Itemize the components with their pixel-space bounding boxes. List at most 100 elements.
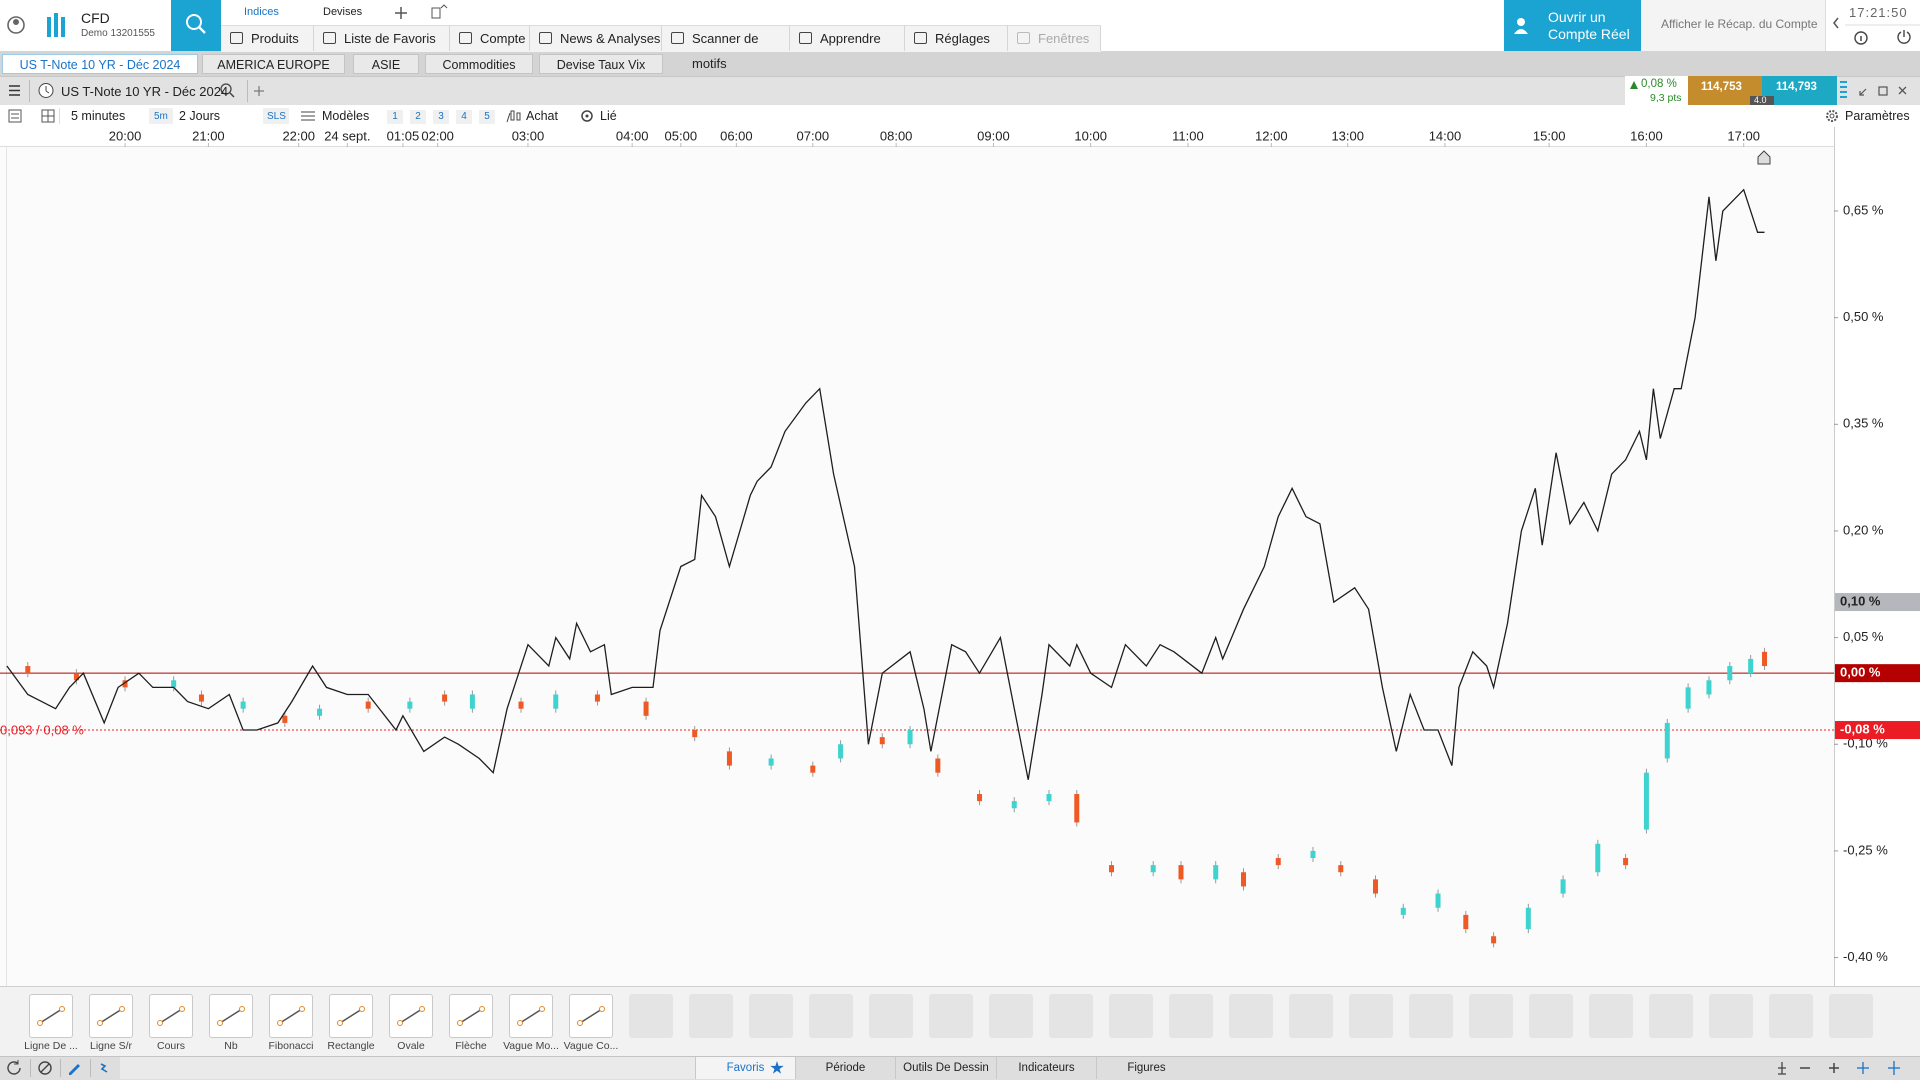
drawing-tool[interactable] [89, 994, 133, 1038]
menu-item[interactable]: Réglages [905, 26, 1008, 51]
layout-button[interactable]: 4 [456, 110, 472, 124]
tool-label[interactable]: Cours [156, 1040, 185, 1052]
candle-body [1664, 722, 1670, 759]
marker-note: 0,093 / 0,08 % [0, 722, 84, 737]
workspace-tab[interactable]: Commodities [425, 54, 533, 74]
x-tick-label: 04:00 [616, 128, 649, 143]
linked[interactable]: Lié [600, 109, 617, 123]
layout-button[interactable]: 1 [387, 110, 403, 124]
drawing-tool[interactable] [29, 994, 73, 1038]
tool-icon [37, 1006, 65, 1026]
layout-button[interactable]: 2 [410, 110, 426, 124]
bottom-tab[interactable]: Indicateurs [996, 1057, 1096, 1079]
menu-icon [1017, 32, 1030, 44]
tool-label[interactable]: Flèche [455, 1040, 487, 1052]
buy-mode[interactable]: Achat [526, 109, 558, 123]
y-tick-label: -0,40 % [1843, 949, 1888, 964]
empty-slot [1169, 994, 1213, 1038]
window-icons [1840, 81, 1907, 98]
x-tick-label: 03:00 [512, 128, 545, 143]
tool-label[interactable]: Vague Mo... [503, 1040, 559, 1052]
candle-body [935, 758, 941, 773]
ask-price[interactable]: 114,793 [1776, 81, 1817, 93]
candle-body [240, 701, 246, 709]
x-tick-label: 22:00 [282, 128, 315, 143]
y-tick-label: 0,05 % [1843, 629, 1884, 644]
interval[interactable]: 5 minutes [71, 109, 126, 123]
summary-box[interactable] [1641, 0, 1825, 51]
brand-area [7, 13, 65, 37]
workspace-tab[interactable]: US T-Note 10 YR - Déc 2024 [2, 54, 198, 74]
drawing-tool[interactable] [329, 994, 373, 1038]
tool-label[interactable]: Rectangle [327, 1040, 375, 1052]
candle-body [442, 694, 448, 702]
x-tick-label: 05:00 [665, 128, 698, 143]
open-account-line: Compte Réel [1548, 26, 1630, 42]
empty-slot [869, 994, 913, 1038]
tool-label[interactable]: Ovale [397, 1040, 425, 1052]
menu-item[interactable]: Scanner de motifs [662, 26, 790, 71]
layout-button[interactable]: 3 [433, 110, 449, 124]
account-id: Demo 13201555 [81, 28, 155, 39]
workspace-tab[interactable]: AMERICA EUROPE [202, 54, 345, 74]
empty-slot [1769, 994, 1813, 1038]
bottom-tab[interactable]: Figures [1096, 1057, 1196, 1079]
empty-slot [1289, 994, 1333, 1038]
marker-box [1835, 721, 1920, 740]
empty-slot [1709, 994, 1753, 1038]
tool-label[interactable]: Fibonacci [268, 1040, 314, 1052]
workspace-tab[interactable]: ASIE [353, 54, 419, 74]
candle-body [1643, 772, 1649, 830]
x-tick-label: 01:05 [387, 128, 420, 143]
menu-item[interactable]: Liste de Favoris [314, 26, 450, 51]
menu-icon [459, 32, 472, 44]
tab-indices[interactable]: Indices [244, 6, 279, 18]
interval-short[interactable]: 5m [154, 111, 168, 122]
menu-icon [323, 32, 336, 44]
drawing-tool[interactable] [269, 994, 313, 1038]
bottom-tab[interactable]: Favoris [695, 1057, 795, 1079]
menu-item[interactable]: Produits [221, 26, 314, 51]
empty-slot [629, 994, 673, 1038]
x-tick-label: 20:00 [109, 128, 142, 143]
change-box [1625, 76, 1688, 105]
drawing-tool[interactable] [149, 994, 193, 1038]
menu-item[interactable]: Apprendre [790, 26, 905, 51]
open-account-button[interactable]: Ouvrir un Compte Réel [1504, 0, 1641, 51]
bid-price[interactable]: 114,753 [1701, 81, 1742, 93]
drawing-tool[interactable] [569, 994, 613, 1038]
drawing-tool[interactable] [389, 994, 433, 1038]
marker-box [1835, 593, 1920, 612]
drawing-tool[interactable] [209, 994, 253, 1038]
workspace-tab[interactable]: Devise Taux Vix [539, 54, 663, 74]
tab-devises[interactable]: Devises [323, 6, 363, 18]
buy-button[interactable] [1762, 76, 1837, 105]
range[interactable]: 2 Jours [179, 109, 220, 123]
menu-item[interactable]: Compte [450, 26, 530, 51]
models[interactable]: Modèles [322, 109, 370, 123]
tool-label[interactable]: Ligne De ... [24, 1040, 78, 1052]
marker-box [1835, 664, 1920, 683]
y-tick-label: 0,65 % [1843, 202, 1884, 217]
tool-label[interactable]: Nb [224, 1040, 238, 1052]
bottom-tab[interactable]: Outils De Dessin [895, 1057, 996, 1079]
drawing-tool[interactable] [449, 994, 493, 1038]
menu-item[interactable]: News & Analyses [530, 26, 662, 51]
y-tick-label: 0,35 % [1843, 416, 1884, 431]
sls[interactable]: SLS [267, 111, 286, 122]
layout-button[interactable]: 5 [479, 110, 495, 124]
bottom-tab[interactable]: Période [795, 1057, 895, 1079]
tool-label[interactable]: Ligne S/r [89, 1040, 133, 1052]
drawing-tool[interactable] [509, 994, 553, 1038]
account-summary[interactable]: Afficher le Récap. du Compte [1661, 17, 1818, 31]
settings[interactable]: Paramètres [1845, 109, 1910, 123]
tool-label[interactable]: Vague Co... [563, 1040, 619, 1052]
clock: 17:21:50 [1849, 5, 1908, 20]
search-button[interactable] [171, 0, 221, 51]
sell-button[interactable] [1688, 76, 1762, 105]
empty-slot [929, 994, 973, 1038]
candle-body [282, 715, 288, 723]
candle-body [1241, 872, 1247, 887]
candle-body [1213, 865, 1219, 880]
